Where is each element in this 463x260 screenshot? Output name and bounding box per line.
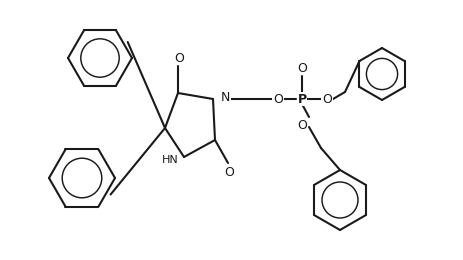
Text: O: O <box>296 62 307 75</box>
Text: O: O <box>174 51 183 64</box>
Text: O: O <box>321 93 331 106</box>
Text: N: N <box>220 90 230 103</box>
Text: O: O <box>296 119 307 132</box>
Text: P: P <box>297 93 306 106</box>
Text: O: O <box>224 166 233 179</box>
Text: HN: HN <box>161 155 178 165</box>
Text: O: O <box>272 93 282 106</box>
